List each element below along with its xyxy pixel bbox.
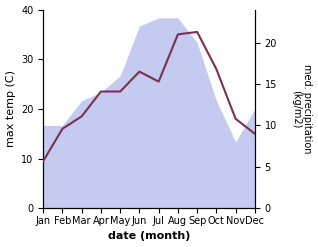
Y-axis label: max temp (C): max temp (C) — [5, 70, 16, 147]
X-axis label: date (month): date (month) — [108, 231, 190, 242]
Y-axis label: med. precipitation
(kg/m2): med. precipitation (kg/m2) — [291, 64, 313, 154]
